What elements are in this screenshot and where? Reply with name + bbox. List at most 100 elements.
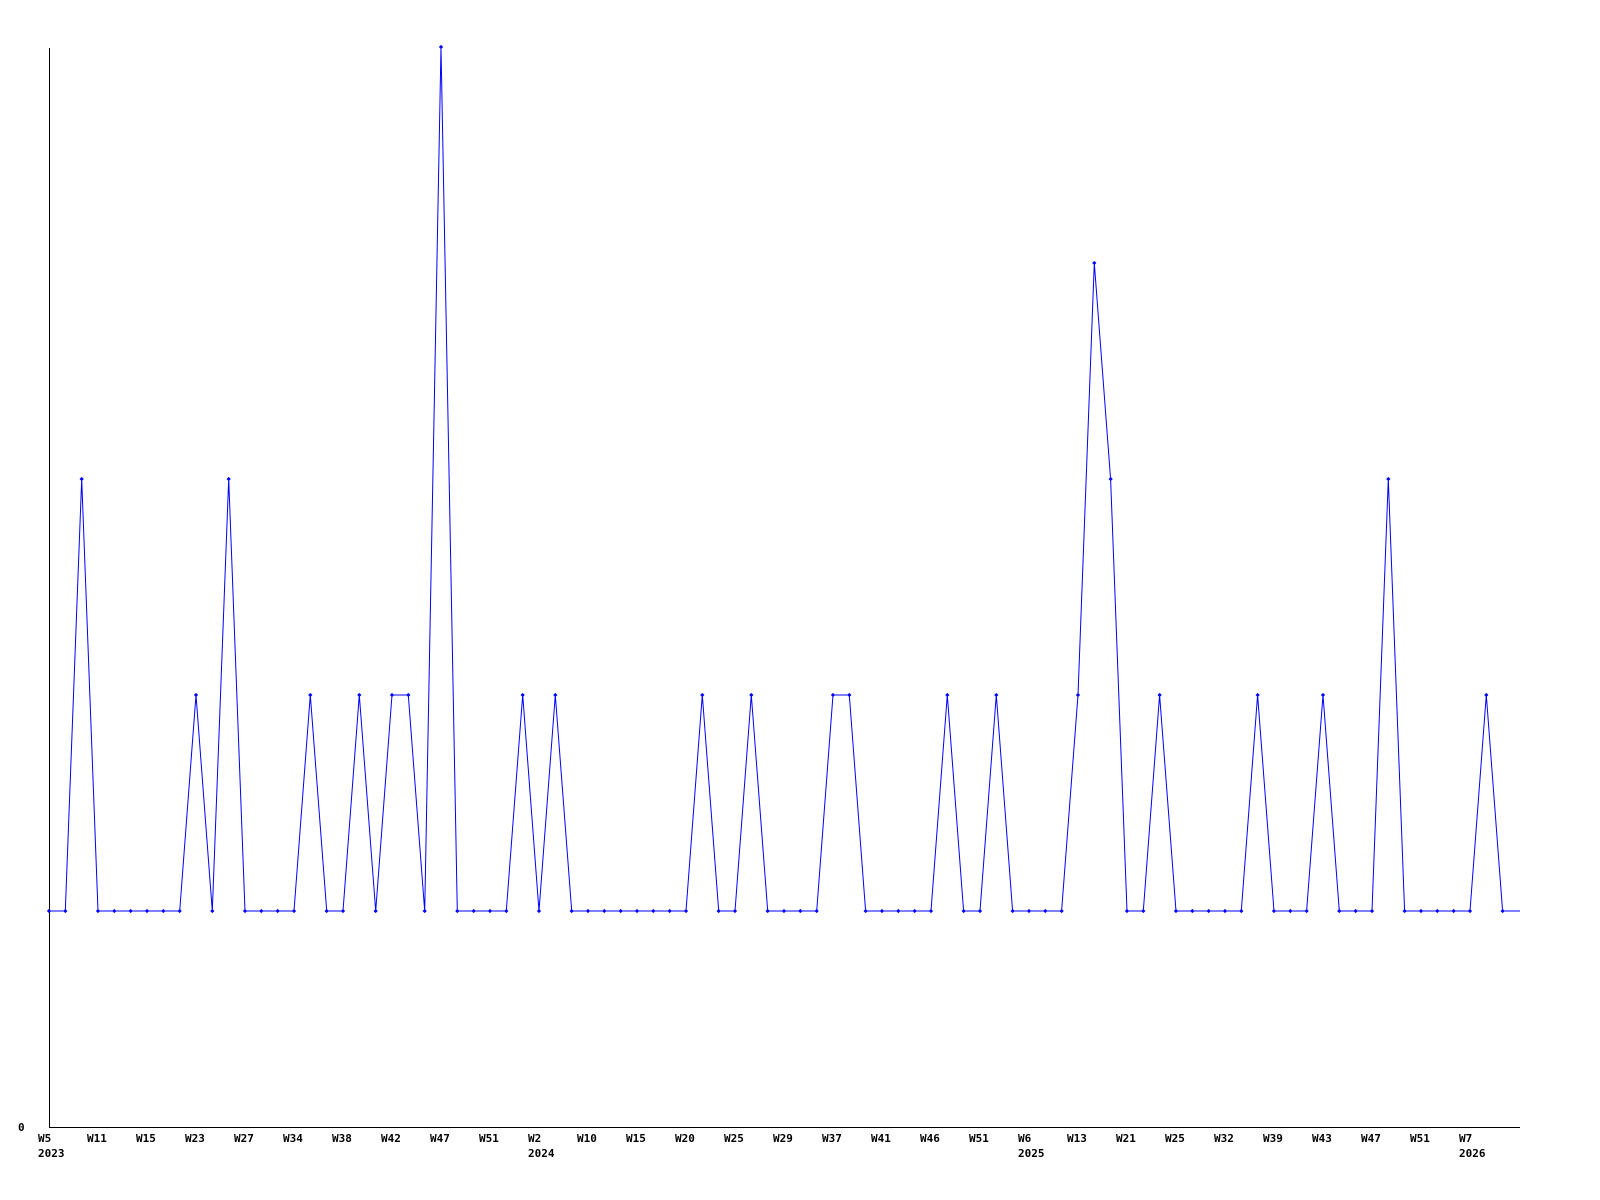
data-point — [1418, 908, 1424, 914]
data-point — [95, 908, 101, 914]
data-point — [275, 908, 280, 914]
x-tick-label: W21 — [1116, 1132, 1136, 1145]
data-point — [1157, 692, 1162, 698]
data-point — [112, 908, 117, 914]
data-point — [667, 908, 672, 914]
x-tick-label: W11 — [87, 1132, 107, 1145]
data-point — [357, 692, 362, 698]
data-point — [63, 908, 68, 914]
data-point — [1288, 908, 1293, 914]
data-point — [1402, 908, 1407, 914]
x-tick-label: W13 — [1067, 1132, 1087, 1145]
x-tick-label: W32 — [1214, 1132, 1234, 1145]
year-label: 2026 — [1459, 1147, 1486, 1160]
data-point — [340, 908, 346, 914]
data-point — [732, 908, 738, 914]
x-tick-label: W7 — [1459, 1132, 1472, 1145]
x-tick-label: W6 — [1018, 1132, 1032, 1145]
x-tick-label: W5 — [38, 1132, 51, 1145]
data-point — [1059, 908, 1064, 914]
data-point — [651, 908, 656, 914]
data-point — [210, 908, 215, 914]
data-point — [1451, 908, 1456, 914]
data-point — [781, 908, 787, 914]
data-point — [945, 692, 950, 698]
data-point — [487, 908, 493, 914]
data-point — [634, 908, 640, 914]
data-point — [1108, 476, 1113, 482]
data-point — [912, 908, 917, 914]
data-point — [1206, 908, 1211, 914]
data-point — [46, 908, 52, 914]
data-point — [1337, 908, 1342, 914]
data-point — [536, 908, 542, 914]
data-point — [242, 908, 248, 914]
data-point — [1353, 908, 1358, 914]
year-label: 2024 — [528, 1147, 555, 1160]
data-point — [830, 692, 836, 698]
data-point — [1222, 908, 1228, 914]
data-point — [798, 908, 803, 914]
data-point — [1190, 908, 1195, 914]
data-point — [259, 908, 264, 914]
y-tick-label-0: 0 — [18, 1121, 25, 1134]
x-tick-label: W27 — [234, 1132, 254, 1145]
data-point — [1320, 692, 1326, 698]
x-tick-label: W38 — [332, 1132, 352, 1145]
x-tick-label: W51 — [969, 1132, 989, 1145]
series-line — [49, 46, 1520, 912]
x-tick-label: W2 — [528, 1132, 541, 1145]
data-point — [1369, 908, 1375, 914]
data-point — [1026, 908, 1032, 914]
data-point — [1124, 908, 1130, 914]
data-point — [994, 692, 999, 698]
data-point — [863, 908, 868, 914]
data-point — [226, 476, 231, 482]
data-point — [716, 908, 721, 914]
data-point — [324, 908, 329, 914]
data-point — [961, 908, 966, 914]
x-tick-label: W51 — [1410, 1132, 1430, 1145]
data-point — [389, 692, 395, 698]
data-point — [1304, 908, 1309, 914]
year-label: 2025 — [1018, 1147, 1045, 1160]
x-tick-label: W51 — [479, 1132, 499, 1145]
data-point — [438, 44, 444, 50]
x-tick-label: W29 — [773, 1132, 793, 1145]
data-point — [161, 908, 166, 914]
data-point — [422, 908, 427, 914]
data-point — [1075, 692, 1081, 698]
data-point — [1141, 908, 1146, 914]
data-point — [896, 908, 901, 914]
x-tick-label: W25 — [1165, 1132, 1185, 1145]
data-point — [1500, 908, 1505, 914]
data-point — [683, 908, 689, 914]
data-point — [700, 692, 705, 698]
data-point — [471, 908, 476, 914]
data-point — [602, 908, 607, 914]
x-tick-label: W47 — [1361, 1132, 1381, 1145]
data-point — [177, 908, 182, 914]
x-tick-label: W43 — [1312, 1132, 1332, 1145]
data-point — [144, 908, 150, 914]
data-point — [1467, 908, 1473, 914]
data-point — [879, 908, 885, 914]
data-point — [569, 908, 574, 914]
data-point — [847, 692, 852, 698]
data-point — [520, 692, 525, 698]
x-tick-label: W25 — [724, 1132, 744, 1145]
x-tick-label: W41 — [871, 1132, 891, 1145]
x-tick-label: W15 — [136, 1132, 156, 1145]
data-point — [928, 908, 934, 914]
x-tick-label: W39 — [1263, 1132, 1283, 1145]
x-tick-label: W23 — [185, 1132, 205, 1145]
data-point — [1239, 908, 1244, 914]
data-point — [455, 908, 460, 914]
data-point — [814, 908, 819, 914]
data-point — [618, 908, 623, 914]
data-point — [1271, 908, 1277, 914]
data-point — [1386, 476, 1391, 482]
data-point — [553, 692, 558, 698]
x-tick-label: W47 — [430, 1132, 450, 1145]
